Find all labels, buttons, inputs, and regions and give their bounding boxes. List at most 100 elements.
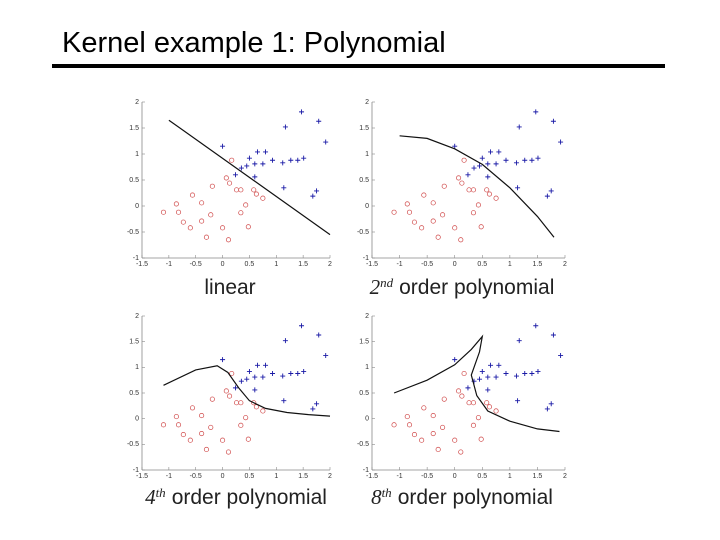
caption-part: linear bbox=[204, 276, 255, 299]
caption-part: order polynomial bbox=[399, 276, 554, 299]
plus-point bbox=[516, 124, 522, 130]
circle-point bbox=[173, 201, 179, 207]
y-tick-label: 0 bbox=[135, 203, 139, 210]
circle-point bbox=[208, 212, 214, 218]
y-tick-label: 0 bbox=[365, 416, 369, 423]
plus-point bbox=[252, 161, 258, 167]
plus-point bbox=[314, 188, 320, 194]
plus-point bbox=[548, 401, 554, 407]
x-tick-label: 2 bbox=[563, 473, 567, 480]
plus-point bbox=[493, 161, 499, 167]
x-tick-label: 0.5 bbox=[477, 473, 487, 480]
plus-point bbox=[301, 155, 307, 161]
circle-point bbox=[441, 183, 447, 189]
circle-point bbox=[243, 202, 249, 208]
y-tick-label: -1 bbox=[363, 255, 369, 262]
y-tick-label: -1 bbox=[133, 255, 139, 262]
circle-point bbox=[421, 192, 427, 198]
plus-point bbox=[503, 157, 509, 163]
circle-point bbox=[466, 400, 472, 406]
y-tick-label: -1 bbox=[133, 467, 139, 474]
caption-part: 2 bbox=[370, 275, 381, 299]
x-tick-label: 1.5 bbox=[298, 261, 308, 268]
circle-point bbox=[189, 405, 196, 411]
y-tick-label: 0.5 bbox=[129, 177, 139, 184]
circle-point bbox=[461, 370, 467, 377]
circle-point bbox=[419, 437, 425, 443]
circle-point bbox=[484, 187, 490, 193]
y-tick-label: 2 bbox=[365, 313, 369, 320]
y-tick-label: 1 bbox=[365, 364, 369, 371]
circle-point bbox=[493, 408, 499, 414]
x-tick-label: 1 bbox=[274, 473, 278, 480]
plus-point bbox=[503, 370, 509, 376]
circle-point bbox=[175, 209, 182, 215]
circle-point bbox=[458, 449, 464, 455]
plus-point bbox=[295, 370, 301, 376]
circle-point bbox=[435, 234, 441, 240]
y-tick-label: 1.5 bbox=[359, 339, 369, 346]
circle-point bbox=[160, 422, 167, 428]
circle-point bbox=[430, 218, 436, 224]
caption: 2nd order polynomial bbox=[370, 275, 555, 300]
circle-point bbox=[452, 225, 458, 231]
x-tick-label: -0.5 bbox=[190, 261, 202, 268]
plus-point bbox=[299, 109, 305, 115]
plus-point bbox=[496, 149, 502, 155]
x-tick-label: 2 bbox=[328, 261, 332, 268]
plus-point bbox=[323, 353, 329, 359]
circle-point bbox=[227, 393, 233, 399]
circle-point bbox=[238, 210, 244, 216]
x-tick-label: 0.5 bbox=[245, 261, 255, 268]
y-tick-label: 2 bbox=[135, 313, 139, 320]
x-tick-label: -1 bbox=[396, 473, 402, 480]
plus-point bbox=[280, 373, 286, 379]
circle-point bbox=[458, 237, 464, 243]
circle-point bbox=[203, 446, 210, 453]
plus-point bbox=[479, 155, 485, 161]
circle-point bbox=[456, 388, 462, 394]
x-tick-label: 1 bbox=[508, 261, 512, 268]
plus-point bbox=[263, 149, 269, 155]
plus-point bbox=[513, 373, 519, 379]
circle-point bbox=[478, 224, 484, 230]
circle-point bbox=[430, 431, 436, 437]
circle-point bbox=[459, 393, 465, 399]
y-tick-label: 1.5 bbox=[359, 125, 369, 132]
x-tick-label: 1.5 bbox=[533, 473, 543, 480]
caption-part: th bbox=[156, 485, 166, 500]
plus-point bbox=[544, 406, 550, 412]
circle-point bbox=[199, 431, 205, 437]
plus-point bbox=[550, 332, 556, 338]
circle-point bbox=[421, 405, 427, 411]
circle-point bbox=[199, 413, 205, 419]
y-tick-label: -1 bbox=[363, 467, 369, 474]
y-tick-label: 1.5 bbox=[129, 125, 139, 132]
x-tick-label: 1 bbox=[508, 473, 512, 480]
plus-point bbox=[479, 368, 485, 374]
circle-point bbox=[470, 422, 477, 428]
caption: linear bbox=[204, 276, 255, 299]
circle-point bbox=[199, 218, 205, 224]
y-tick-label: 2 bbox=[365, 99, 369, 106]
circle-point bbox=[227, 180, 233, 186]
decision-boundary bbox=[168, 119, 331, 236]
circle-point bbox=[225, 449, 232, 455]
plus-point bbox=[533, 109, 539, 115]
circle-point bbox=[209, 183, 215, 189]
circle-point bbox=[187, 437, 193, 443]
plus-point bbox=[493, 374, 499, 380]
plus-point bbox=[515, 185, 521, 191]
circle-point bbox=[180, 432, 186, 438]
circle-point bbox=[243, 415, 249, 421]
circle-point bbox=[208, 424, 214, 430]
circle-point bbox=[456, 175, 462, 181]
decision-boundary bbox=[399, 135, 555, 238]
plus-point bbox=[529, 157, 535, 163]
circle-point bbox=[404, 201, 410, 207]
circle-point bbox=[470, 187, 477, 193]
plus-point bbox=[548, 188, 554, 194]
plus-point bbox=[254, 149, 260, 155]
circle-point bbox=[391, 209, 397, 215]
